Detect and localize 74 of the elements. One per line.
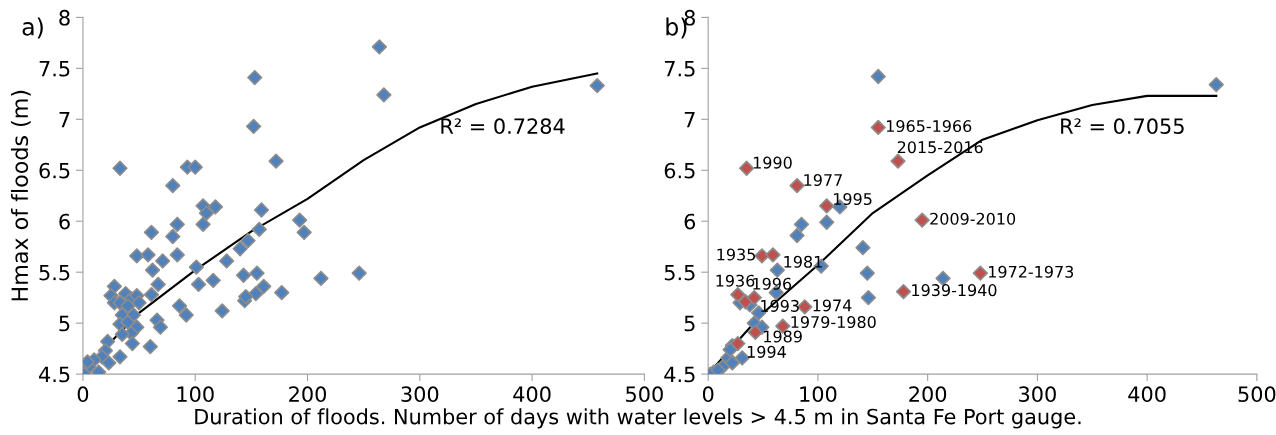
y-axis-title: Hmax of floods (m)	[10, 90, 31, 301]
annotation: 1974	[813, 299, 852, 312]
y-tick-label: 7	[684, 112, 695, 128]
y-tick-label: 4.5	[39, 366, 70, 383]
point	[860, 290, 877, 306]
x-tick-label: 0	[702, 386, 714, 403]
annotation: 1996	[753, 277, 792, 290]
annotation: 1989	[764, 330, 802, 343]
x-tick-label: 200	[289, 386, 327, 403]
x-tick-label: 100	[177, 386, 214, 403]
point	[819, 214, 835, 230]
y-tick-label: 7	[59, 112, 70, 128]
point	[870, 119, 886, 136]
annotation: 1979-1980	[791, 315, 876, 329]
annotation: 1995	[834, 192, 872, 206]
point	[789, 177, 805, 194]
y-tick-label: 5	[59, 315, 70, 332]
y-tick-label: 5	[684, 315, 695, 332]
x-tick-label: 100	[800, 386, 837, 403]
x-tick-label: 400	[1128, 386, 1166, 403]
text: a)	[22, 17, 43, 39]
point	[730, 286, 746, 303]
annotation: 1994	[747, 345, 786, 358]
annotation: 1936	[716, 274, 755, 287]
y-tick-label: 8	[59, 9, 70, 26]
point	[914, 212, 930, 228]
annotation: R² = 0.7284	[441, 118, 565, 135]
point	[769, 262, 785, 278]
point	[819, 198, 835, 214]
point	[734, 350, 750, 366]
y-tick-label: 6	[684, 213, 696, 230]
point	[754, 248, 770, 264]
annotation: R² = 0.7055	[1061, 118, 1184, 135]
annotation: 1965-1966	[886, 120, 972, 133]
x-tick-label: 200	[909, 386, 947, 403]
point	[1208, 77, 1224, 93]
point	[738, 160, 755, 176]
x-axis-title: Duration of floods. Number of days with water levels > 4.5 m in Santa Fe Port gauge.	[195, 408, 1081, 429]
point	[793, 216, 810, 232]
x-tick-label: 400	[513, 386, 551, 403]
x-tick-label: 500	[626, 386, 663, 403]
annotation: 1939-1940	[912, 284, 997, 297]
y-tick-label: 6.5	[664, 162, 695, 179]
point	[765, 247, 781, 263]
x-tick-label: 300	[1019, 386, 1056, 403]
y-tick-label: 4.5	[664, 366, 695, 383]
y-tick-label: 7.5	[664, 61, 695, 77]
annotation: 1981	[784, 255, 822, 268]
y-tick-label: 6	[59, 213, 70, 230]
point	[870, 68, 886, 85]
point	[730, 335, 746, 352]
annotation: 2009-2010	[930, 212, 1016, 225]
point	[722, 342, 738, 358]
point	[859, 265, 875, 281]
point	[724, 355, 740, 371]
point	[710, 362, 726, 375]
point	[746, 290, 762, 306]
point	[855, 240, 871, 256]
point	[895, 283, 912, 300]
x-tick-label: 0	[77, 386, 89, 403]
point	[972, 265, 988, 281]
annotation: 1935	[717, 248, 755, 261]
point	[890, 153, 906, 169]
x-tick-label: 300	[401, 386, 439, 403]
point	[789, 227, 805, 244]
y-tick-label: 5.5	[39, 264, 70, 281]
annotation: 1990	[753, 156, 792, 169]
y-tick-label: 6.5	[39, 162, 70, 179]
x-tick-label: 500	[1238, 386, 1276, 403]
y-tick-label: 5.5	[664, 264, 695, 281]
annotation: 1972-1973	[989, 265, 1074, 278]
y-tick-label: 7.5	[39, 61, 70, 77]
point	[747, 324, 764, 340]
annotation: 1977	[804, 173, 842, 187]
